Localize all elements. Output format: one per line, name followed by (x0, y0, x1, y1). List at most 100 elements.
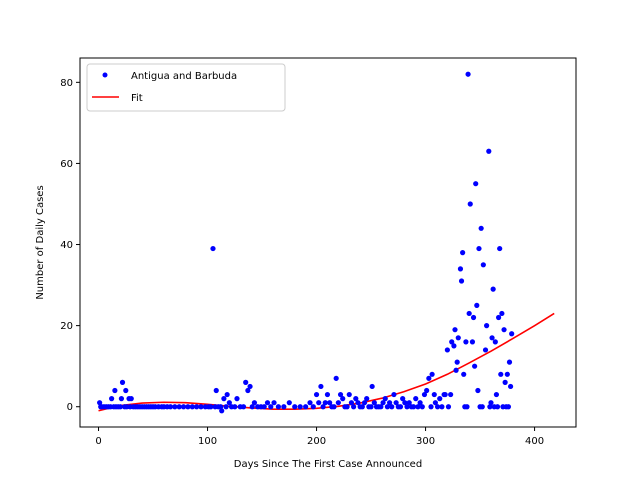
legend-label-antigua-and-barbuda: Antigua and Barbuda (131, 71, 237, 82)
data-point (340, 396, 346, 402)
data-point (351, 404, 357, 410)
y-tick-label: 60 (60, 159, 73, 170)
data-point (172, 404, 178, 410)
data-point (261, 404, 267, 410)
data-point (489, 335, 495, 341)
data-point (247, 383, 253, 390)
x-tick-label: 0 (95, 436, 101, 447)
data-point (488, 400, 494, 406)
x-axis-label: Days Since The First Case Announced (234, 459, 422, 470)
data-point (344, 404, 350, 410)
data-point (426, 375, 432, 381)
data-point (180, 404, 187, 410)
data-point (380, 400, 386, 406)
data-point (397, 404, 404, 410)
data-point (507, 383, 514, 390)
data-point (487, 404, 493, 410)
data-point (176, 404, 182, 410)
data-point (498, 371, 504, 377)
data-point (224, 391, 230, 398)
data-point (428, 404, 434, 410)
data-point (505, 404, 512, 410)
x-tick-label: 100 (198, 436, 217, 447)
data-point (371, 400, 377, 406)
data-point (476, 245, 482, 252)
data-point (473, 181, 479, 187)
data-point (368, 404, 374, 410)
data-point (437, 396, 443, 402)
data-point (445, 404, 452, 410)
x-tick-label: 200 (307, 436, 326, 447)
data-point (243, 379, 249, 385)
data-point (335, 400, 341, 406)
data-point (232, 404, 238, 410)
data-point (316, 400, 322, 406)
data-point (119, 379, 126, 385)
data-point (410, 404, 417, 410)
data-point (333, 375, 339, 381)
fit-line (98, 312, 555, 412)
data-point (478, 225, 484, 231)
y-tick-label: 0 (67, 402, 73, 413)
data-point (322, 400, 328, 406)
data-point (185, 404, 191, 410)
plot-frame (79, 57, 577, 428)
data-point (472, 363, 478, 369)
data-point (406, 400, 412, 406)
data-point (460, 250, 466, 256)
data-point (504, 371, 510, 377)
data-point (492, 339, 498, 345)
data-point (386, 400, 393, 406)
data-point (128, 396, 134, 402)
data-point (448, 391, 454, 398)
data-point (474, 302, 480, 308)
y-tick-label: 80 (60, 78, 73, 89)
data-point (452, 327, 458, 333)
data-point (419, 404, 425, 410)
data-point (486, 148, 492, 154)
y-tick-label: 40 (60, 240, 73, 251)
y-tick-label: 20 (60, 321, 73, 332)
data-point (424, 387, 430, 394)
data-point (393, 400, 399, 406)
y-axis-label: Number of Daily Cases (35, 185, 46, 299)
data-point (502, 379, 508, 385)
data-point (434, 404, 441, 410)
data-point (219, 408, 225, 414)
data-point (484, 323, 490, 329)
legend-label-fit: Fit (131, 93, 143, 104)
data-point (382, 396, 388, 402)
data-point (431, 391, 437, 398)
data-point (458, 278, 465, 284)
data-point (493, 391, 500, 398)
data-point (466, 310, 472, 317)
data-point (337, 391, 344, 398)
data-point (475, 387, 481, 394)
data-point (275, 404, 281, 410)
data-point (234, 396, 240, 402)
data-point (404, 404, 410, 410)
data-point (400, 396, 406, 402)
data-point (421, 391, 428, 398)
data-point (494, 404, 501, 410)
data-point (226, 400, 232, 406)
data-point (439, 404, 445, 410)
data-point (417, 400, 423, 406)
x-tick-label: 300 (416, 436, 435, 447)
data-point (218, 404, 224, 410)
data-point (429, 371, 435, 377)
data-point (303, 404, 309, 410)
axis-ticks: 0 100 200 300 400 0 20 40 60 80 (60, 78, 544, 447)
data-point (331, 404, 337, 410)
data-point (249, 404, 255, 410)
data-point (496, 314, 502, 321)
legend-marker-antigua-and-barbuda (102, 72, 108, 78)
data-point (482, 347, 489, 353)
data-point (198, 404, 204, 410)
data-point (490, 286, 496, 292)
data-point (123, 387, 129, 394)
data-point (455, 335, 461, 341)
data-point (264, 400, 271, 406)
data-point (307, 400, 313, 406)
data-point (320, 404, 326, 410)
